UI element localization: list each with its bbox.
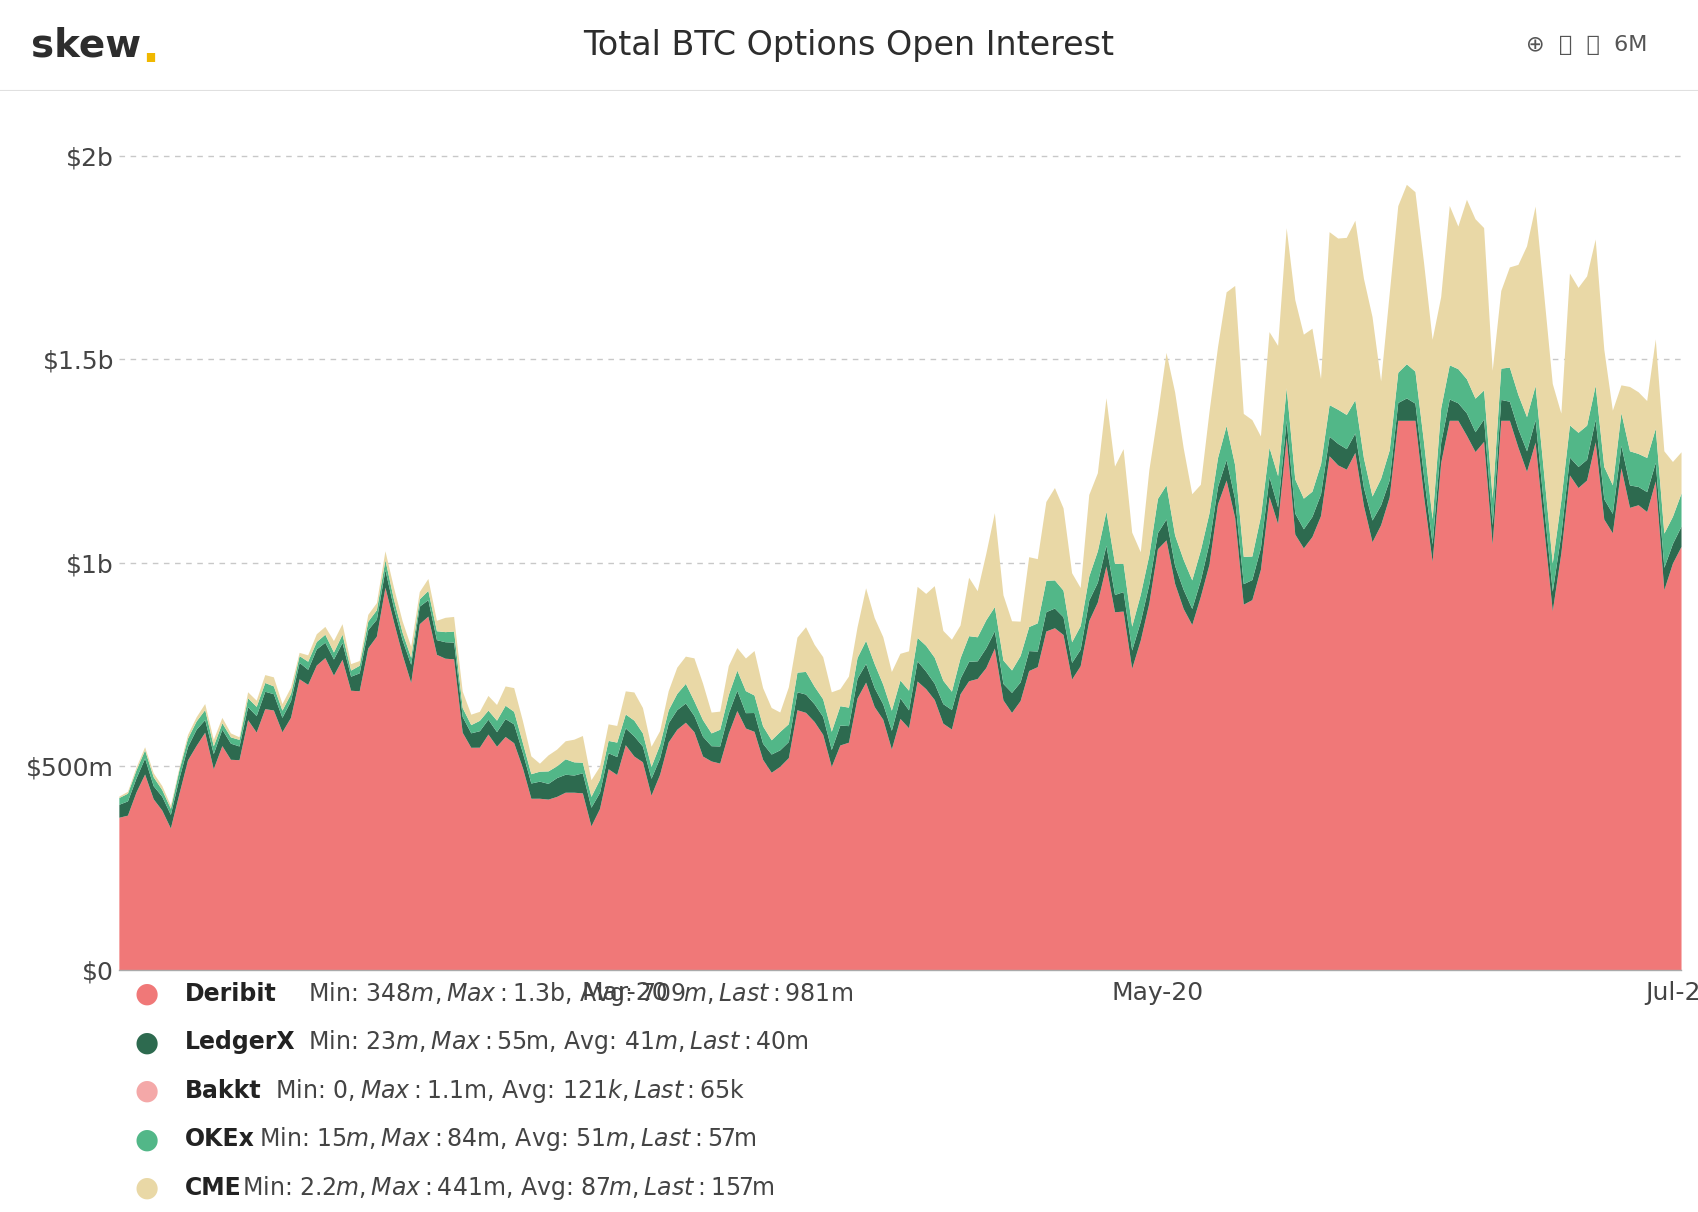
Text: Bakkt: Bakkt [185,1079,261,1103]
Text: ●: ● [134,1076,160,1105]
Text: CME: CME [185,1176,241,1200]
Text: Min: $15m, Max: $84m, Avg: $51m, Last: $57m: Min: $15m, Max: $84m, Avg: $51m, Last: $… [251,1125,756,1154]
Text: skew: skew [31,27,141,64]
Text: ●: ● [134,1173,160,1202]
Text: OKEx: OKEx [185,1127,255,1151]
Text: Min: $348m, Max: $1.3b, Avg: $709m, Last: $981m: Min: $348m, Max: $1.3b, Avg: $709m, Last… [301,979,854,1008]
Text: ●: ● [134,1125,160,1154]
Text: LedgerX: LedgerX [185,1030,295,1054]
Text: Total BTC Options Open Interest: Total BTC Options Open Interest [584,29,1114,62]
Text: .: . [141,28,160,73]
Text: ●: ● [134,979,160,1008]
Text: ⊕  🔲  🕐  6M: ⊕ 🔲 🕐 6M [1527,35,1647,56]
Text: Min: $23m, Max: $55m, Avg: $41m, Last: $40m: Min: $23m, Max: $55m, Avg: $41m, Last: $… [301,1028,808,1057]
Text: Min: $2.2m, Max: $441m, Avg: $87m, Last: $157m: Min: $2.2m, Max: $441m, Avg: $87m, Last:… [234,1173,774,1202]
Text: Min: $0, Max: $1.1m, Avg: $121k, Last: $65k: Min: $0, Max: $1.1m, Avg: $121k, Last: $… [268,1076,745,1105]
Text: Deribit: Deribit [185,982,277,1006]
Text: ●: ● [134,1028,160,1057]
